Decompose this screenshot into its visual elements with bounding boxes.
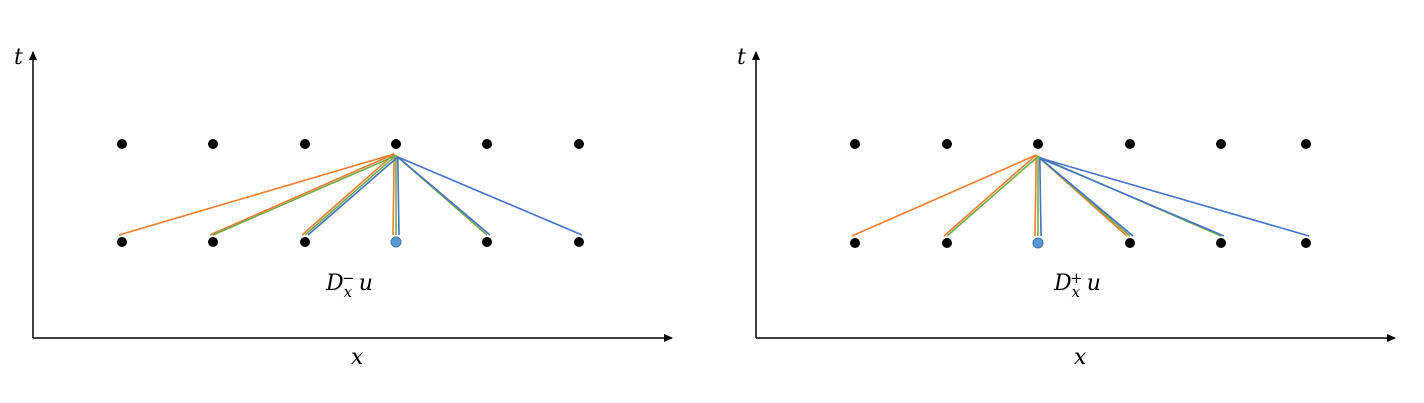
stencil-line-blue — [1039, 157, 1042, 237]
stencil-line-green — [212, 154, 397, 236]
grid-point-top — [300, 139, 310, 149]
grid-point-top — [850, 139, 860, 149]
stencil-line-orange — [943, 154, 1037, 237]
stencil-line-green — [304, 154, 397, 236]
axes — [29, 51, 673, 342]
grid-point-top — [391, 139, 401, 149]
grid-point-top — [942, 139, 952, 149]
stencil-line-green — [946, 155, 1039, 237]
grid-point-bottom — [117, 237, 127, 247]
grid-point-top — [117, 139, 127, 149]
stencil-line-blue — [1039, 157, 1310, 237]
grid-points — [850, 139, 1311, 249]
stencil-line-blue — [1039, 157, 1225, 237]
grid-point-top — [482, 139, 492, 149]
grid-point-bottom — [482, 237, 492, 247]
stencil-line-orange — [118, 153, 395, 236]
grid-point-bottom — [574, 237, 584, 247]
grid-point-top — [574, 139, 584, 149]
grid-point-top — [1125, 139, 1135, 149]
operator-subscript: x — [1072, 283, 1081, 301]
grid-point-top — [1301, 139, 1311, 149]
stencil-line-orange — [1034, 154, 1037, 237]
t-axis-label: t — [737, 45, 746, 70]
axes — [752, 51, 1396, 342]
grid-point-bottom — [850, 238, 860, 248]
x-axis-label: x — [1074, 345, 1087, 370]
operator-base: D — [325, 271, 344, 296]
stencil-line-blue — [397, 156, 400, 236]
grid-point-top — [208, 139, 218, 149]
grid-point-bottom — [1125, 238, 1135, 248]
stencil-lines — [118, 153, 583, 236]
stencil-line-blue — [307, 156, 399, 236]
panel-backward: t x Dx− u — [14, 45, 673, 370]
panel-forward: t x Dx+ u — [737, 45, 1396, 370]
operator-argument: u — [359, 271, 373, 296]
x-axis-label: x — [351, 345, 364, 370]
stencil-line-orange — [851, 154, 1037, 237]
stencil-line-blue — [397, 156, 583, 236]
stencil-line-orange — [392, 153, 395, 236]
grid-point-bottom — [300, 237, 310, 247]
grid-point-top — [1033, 139, 1043, 149]
operator-label-backward: Dx− u — [325, 269, 373, 301]
grid-point-highlighted — [1032, 237, 1044, 249]
stencil-line-blue — [397, 156, 491, 236]
grid-point-top — [1216, 139, 1226, 149]
stencil-lines — [851, 154, 1310, 237]
grid-point-bottom — [942, 238, 952, 248]
stencil-line-orange — [209, 153, 395, 236]
operator-superscript: − — [342, 269, 355, 287]
stencil-line-orange — [301, 153, 395, 236]
operator-superscript: + — [1070, 269, 1083, 287]
operator-subscript: x — [344, 283, 353, 301]
operator-argument: u — [1087, 271, 1101, 296]
stencil-line-blue — [1039, 157, 1134, 237]
grid-point-bottom — [1301, 238, 1311, 248]
operator-base: D — [1053, 271, 1072, 296]
grid-point-bottom — [208, 237, 218, 247]
t-axis-label: t — [14, 45, 23, 70]
operator-label-forward: Dx+ u — [1053, 269, 1101, 301]
grid-point-highlighted — [390, 236, 402, 248]
grid-points — [117, 139, 584, 248]
grid-point-bottom — [1216, 238, 1226, 248]
